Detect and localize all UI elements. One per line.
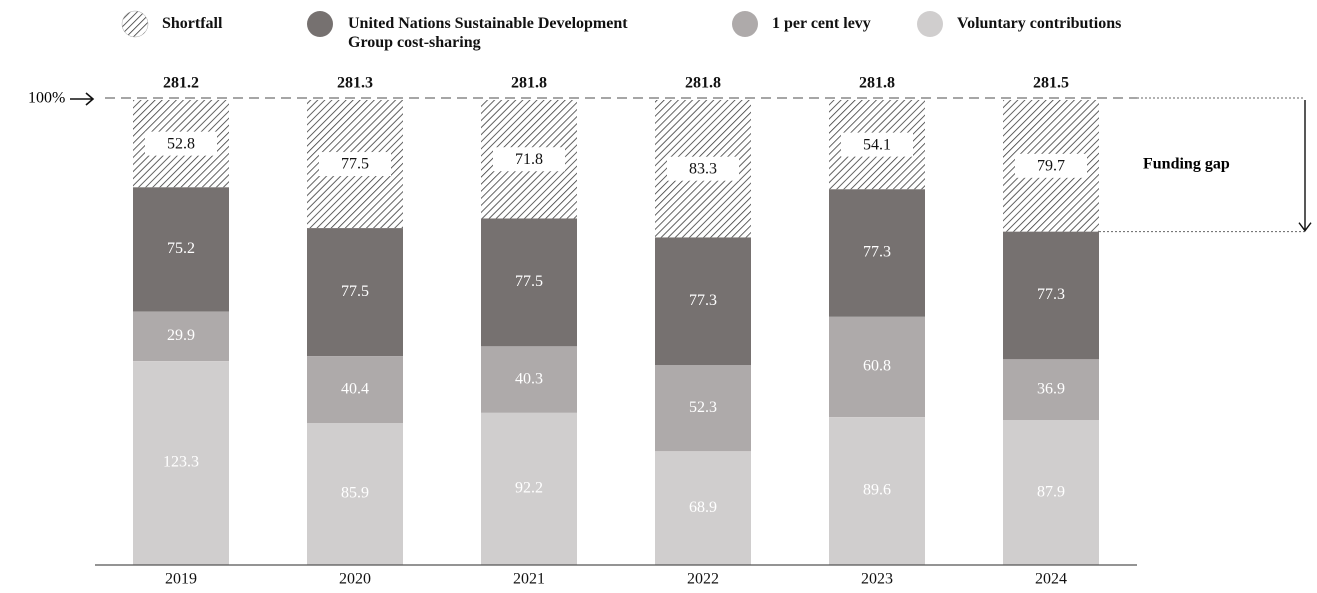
data-label: 77.5	[341, 156, 369, 173]
total-label: 281.8	[511, 75, 547, 92]
x-tick-label: 2020	[339, 571, 371, 588]
data-label: 40.4	[341, 380, 369, 397]
total-label: 281.2	[163, 75, 199, 92]
data-label: 40.3	[515, 370, 543, 387]
data-label: 77.5	[341, 283, 369, 300]
label-box	[841, 132, 913, 157]
bar-segment	[307, 356, 403, 424]
legend-swatch	[917, 11, 943, 37]
bar-segment	[481, 412, 577, 565]
data-label: 52.3	[689, 399, 717, 416]
data-label: 75.2	[167, 240, 195, 257]
data-label: 89.6	[863, 482, 891, 499]
bar-segment	[829, 417, 925, 565]
funding-gap-label: Funding gap	[1143, 156, 1230, 173]
label-box	[145, 131, 217, 156]
bar-segment	[481, 218, 577, 347]
data-label: 85.9	[341, 485, 369, 502]
bar-segment	[307, 228, 403, 357]
data-label: 60.8	[863, 358, 891, 375]
data-label: 52.8	[167, 135, 195, 152]
total-label: 281.5	[1033, 75, 1069, 92]
bar-segment	[655, 237, 751, 366]
x-tick-label: 2021	[513, 571, 545, 588]
bar-segment	[655, 365, 751, 452]
data-label: 77.3	[1037, 286, 1065, 303]
data-label: 77.3	[863, 244, 891, 261]
data-label: 68.9	[689, 499, 717, 516]
data-label: 77.3	[689, 292, 717, 309]
data-label: 36.9	[1037, 380, 1065, 397]
total-label: 281.8	[685, 75, 721, 92]
legend-label: 1 per cent levy	[772, 15, 871, 32]
data-label: 87.9	[1037, 484, 1065, 501]
label-box	[319, 152, 391, 177]
data-label: 71.8	[515, 151, 543, 168]
top-line-arrow	[70, 92, 95, 106]
bar-segment	[307, 423, 403, 565]
data-label: 79.7	[1037, 157, 1065, 174]
gap-arrow	[1298, 100, 1312, 232]
x-tick-label: 2019	[165, 571, 197, 588]
legend-label: Shortfall	[162, 15, 223, 32]
legend-label: United Nations Sustainable Development G…	[348, 15, 628, 51]
total-label: 281.8	[859, 75, 895, 92]
top-line-label: 100%	[28, 90, 65, 107]
label-box	[493, 147, 565, 172]
data-label: 123.3	[163, 454, 199, 471]
data-label: 92.2	[515, 480, 543, 497]
bar-segment	[133, 361, 229, 565]
legend-label: Voluntary contributions	[957, 15, 1122, 32]
total-label: 281.3	[337, 75, 373, 92]
legend-swatch	[732, 11, 758, 37]
bar-segment	[1003, 420, 1099, 566]
label-box	[667, 156, 739, 181]
legend-swatch	[307, 11, 333, 37]
data-label: 29.9	[167, 327, 195, 344]
data-label: 83.3	[689, 160, 717, 177]
bar-segment	[655, 451, 751, 565]
legend-swatch	[121, 10, 149, 38]
bar-segment	[481, 346, 577, 413]
bar-segment	[1003, 359, 1099, 421]
bar-segment	[829, 316, 925, 418]
bar-segment	[829, 189, 925, 317]
bar-segment	[1003, 231, 1099, 360]
data-label: 77.5	[515, 273, 543, 290]
x-tick-label: 2023	[861, 571, 893, 588]
data-label: 54.1	[863, 136, 891, 153]
label-box	[1015, 153, 1087, 178]
x-tick-label: 2024	[1035, 571, 1067, 588]
bar-segment	[133, 311, 229, 362]
x-tick-label: 2022	[687, 571, 719, 588]
bar-segment	[133, 187, 229, 312]
